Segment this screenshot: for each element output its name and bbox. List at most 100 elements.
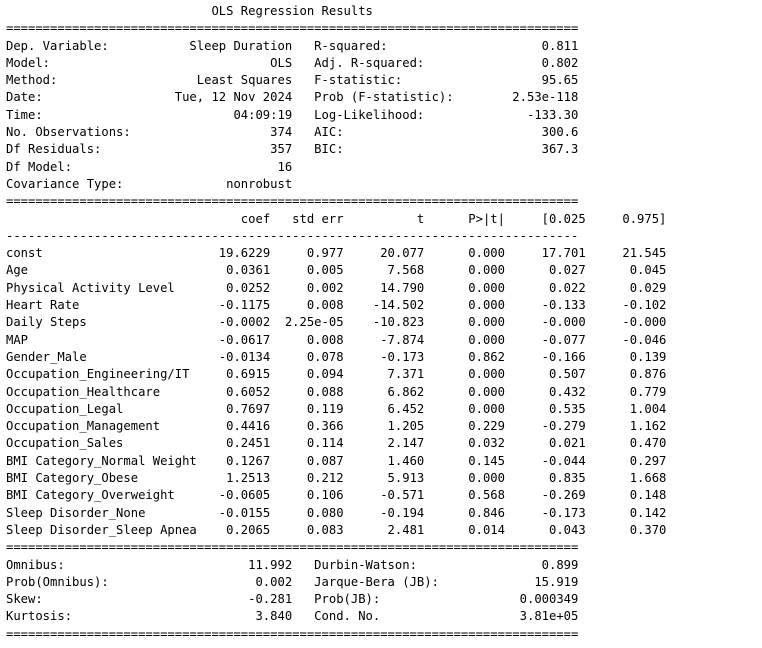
summary-value: 374 [152,125,293,140]
variable-name: BMI Category_Overweight [6,488,197,503]
table-cell: 0.000 [424,332,505,347]
spacer [6,4,211,18]
table-cell: 2.25e-05 [270,315,344,330]
variable-name: Occupation_Healthcare [6,384,197,399]
summary-label: R-squared: [292,38,469,53]
diagnostic-label: Cond. No. [292,609,469,624]
table-cell: -0.0617 [196,332,271,347]
table-cell: 0.000 [424,298,505,313]
summary-label: AIC: [292,125,469,140]
rule: ========================================… [6,540,579,555]
report-title: OLS Regression Results [6,3,666,20]
table-cell: -0.0155 [196,505,271,520]
table-cell: 0.370 [585,522,667,537]
table-cell: 1.2513 [196,471,271,486]
table-cell: -0.173 [343,349,425,364]
table-cell: 0.005 [270,263,344,278]
table-cell: 0.6052 [196,384,271,399]
diagnostic-label: Prob(JB): [292,592,469,607]
summary-row: Time: 04:09:19 Log-Likelihood: -133.30 [6,107,666,124]
table-cell: 0.106 [270,488,344,503]
summary-row: Date: Tue, 12 Nov 2024 Prob (F-statistic… [6,89,666,106]
table-cell: 0.000 [424,384,505,399]
table-cell: 0.000 [424,280,505,295]
table-row: Gender_Male -0.0134 0.078 -0.173 0.862 -… [6,349,666,366]
rule: ========================================… [6,626,579,641]
table-cell: 0.029 [585,280,667,295]
table-cell: 0.4416 [196,419,271,434]
table-row: Occupation_Engineering/IT 0.6915 0.094 7… [6,366,666,383]
table-cell: 0.0252 [196,280,271,295]
variable-name: Occupation_Sales [6,436,197,451]
table-cell: -0.077 [504,332,586,347]
diagnostic-label: Kurtosis: [6,609,153,624]
summary-label: Covariance Type: [6,176,153,191]
diagnostic-value: 0.000349 [468,592,579,607]
table-cell: 0.022 [504,280,586,295]
table-cell: 0.000 [424,367,505,382]
summary-value: 357 [152,142,293,157]
variable-name: Occupation_Management [6,419,197,434]
table-cell: 0.014 [424,522,505,537]
table-row: Age 0.0361 0.005 7.568 0.000 0.027 0.045 [6,262,666,279]
table-cell: -0.571 [343,488,425,503]
table-cell: 0.119 [270,401,344,416]
table-cell: 6.862 [343,384,425,399]
summary-value: 04:09:19 [152,107,293,122]
summary-value: -133.30 [468,107,579,122]
page-title: OLS Regression Results [211,4,373,18]
table-cell: 0.507 [504,367,586,382]
summary-label: Model: [6,55,153,70]
variable-name: Age [6,263,197,278]
table-cell: 0.568 [424,488,505,503]
table-cell: 0.2065 [196,522,271,537]
diagnostic-label: Skew: [6,592,153,607]
table-cell: 1.205 [343,419,425,434]
table-cell: -0.166 [504,349,586,364]
summary-row: Covariance Type: nonrobust [6,176,666,193]
table-cell: -0.044 [504,453,586,468]
diagnostic-label: Prob(Omnibus): [6,574,153,589]
diagnostic-value: 3.840 [152,609,293,624]
table-row: Occupation_Management 0.4416 0.366 1.205… [6,418,666,435]
table-cell: 0.862 [424,349,505,364]
table-cell: -0.000 [585,315,667,330]
summary-row: No. Observations: 374 AIC: 300.6 [6,124,666,141]
diagnostic-value: 11.992 [152,557,293,572]
column-header: [0.025 [504,211,586,226]
table-cell: 7.371 [343,367,425,382]
table-cell: 0.002 [270,280,344,295]
column-header: coef [196,211,271,226]
summary-label: Df Model: [6,159,153,174]
table-cell: 0.148 [585,488,667,503]
summary-value: 95.65 [468,73,579,88]
table-cell: 19.6229 [196,246,271,261]
table-row: BMI Category_Normal Weight 0.1267 0.087 … [6,453,666,470]
table-cell: 0.000 [424,401,505,416]
summary-label: Time: [6,107,153,122]
summary-value: Least Squares [152,73,293,88]
diagnostic-value: 0.899 [468,557,579,572]
summary-label: Log-Likelihood: [292,107,469,122]
column-header: t [343,211,425,226]
table-cell: 0.846 [424,505,505,520]
rule: ----------------------------------------… [6,228,579,243]
table-cell: -0.0605 [196,488,271,503]
table-cell: 0.366 [270,419,344,434]
diagnostic-row: Omnibus: 11.992 Durbin-Watson: 0.899 [6,557,666,574]
table-cell: -0.269 [504,488,586,503]
table-row: MAP -0.0617 0.008 -7.874 0.000 -0.077 -0… [6,332,666,349]
double-rule: ========================================… [6,539,666,556]
table-cell: 0.142 [585,505,667,520]
table-cell: 0.087 [270,453,344,468]
table-cell: 0.000 [424,471,505,486]
summary-label: Dep. Variable: [6,38,153,53]
table-row: Occupation_Sales 0.2451 0.114 2.147 0.03… [6,435,666,452]
variable-name: Heart Rate [6,298,197,313]
table-cell: -0.0002 [196,315,271,330]
table-cell: -0.173 [504,505,586,520]
table-cell: 0.835 [504,471,586,486]
summary-value: OLS [152,55,293,70]
rule: ========================================… [6,21,579,36]
diagnostic-label: Omnibus: [6,557,153,572]
